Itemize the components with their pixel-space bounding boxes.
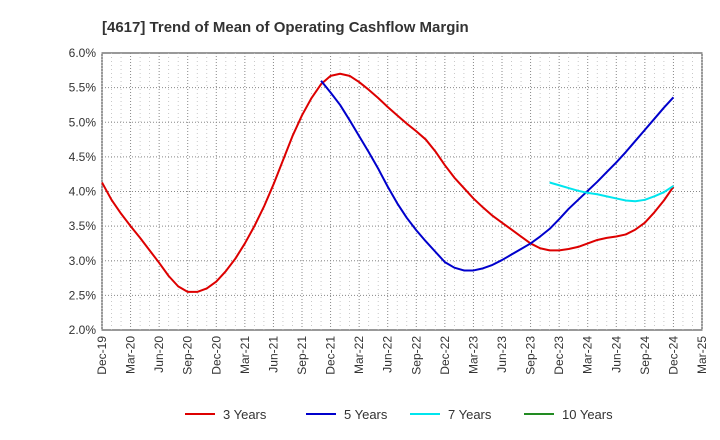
- x-tick-label: Dec-23: [552, 336, 566, 375]
- x-tick-label: Sep-24: [638, 336, 652, 375]
- legend-label-10-years: 10 Years: [562, 407, 613, 422]
- x-tick-label: Jun-23: [495, 336, 509, 373]
- x-tick-label: Jun-22: [381, 336, 395, 373]
- y-tick-label: 3.0%: [69, 254, 97, 268]
- y-axis-ticks: 2.0% 2.5% 3.0% 3.5% 4.0% 4.5% 5.0% 5.5% 6.0%: [69, 46, 97, 337]
- x-tick-label: Sep-22: [409, 336, 423, 375]
- x-tick-label: Dec-19: [95, 336, 109, 375]
- x-tick-label: Sep-21: [295, 336, 309, 375]
- x-tick-label: Dec-24: [666, 336, 680, 375]
- y-tick-label: 5.0%: [69, 115, 97, 129]
- y-tick-label: 4.5%: [69, 150, 97, 164]
- legend: 3 Years 5 Years 7 Years 10 Years: [185, 407, 613, 422]
- x-tick-label: Mar-25: [695, 336, 709, 374]
- y-tick-label: 5.5%: [69, 81, 97, 95]
- series-line-3-years: [101, 72, 675, 293]
- x-tick-label: Mar-20: [124, 336, 138, 374]
- chart-title: [4617] Trend of Mean of Operating Cashfl…: [102, 19, 469, 36]
- y-tick-label: 3.5%: [69, 219, 97, 233]
- x-tick-label: Mar-24: [581, 336, 595, 374]
- x-tick-label: Mar-21: [238, 336, 252, 374]
- x-tick-label: Mar-22: [352, 336, 366, 374]
- legend-label-5-years: 5 Years: [344, 407, 388, 422]
- x-tick-label: Jun-20: [152, 336, 166, 373]
- y-tick-label: 2.5%: [69, 288, 97, 302]
- series-lines: [101, 72, 675, 293]
- x-tick-label: Sep-20: [181, 336, 195, 375]
- x-tick-label: Jun-24: [609, 336, 623, 373]
- y-tick-label: 4.0%: [69, 185, 97, 199]
- series-line-7-years: [549, 181, 674, 203]
- x-tick-label: Dec-22: [438, 336, 452, 375]
- x-tick-label: Dec-20: [209, 336, 223, 375]
- x-axis-ticks: Dec-19 Mar-20 Jun-20 Sep-20 Dec-20 Mar-21 Jun-…: [95, 336, 709, 375]
- legend-label-3-years: 3 Years: [223, 407, 267, 422]
- series-line-5-years: [320, 80, 675, 272]
- y-tick-label: 2.0%: [69, 323, 97, 337]
- legend-label-7-years: 7 Years: [448, 407, 492, 422]
- x-tick-label: Dec-21: [324, 336, 338, 375]
- x-tick-label: Mar-23: [466, 336, 480, 374]
- y-tick-label: 6.0%: [69, 46, 97, 60]
- x-tick-label: Sep-23: [524, 336, 538, 375]
- x-tick-label: Jun-21: [266, 336, 280, 373]
